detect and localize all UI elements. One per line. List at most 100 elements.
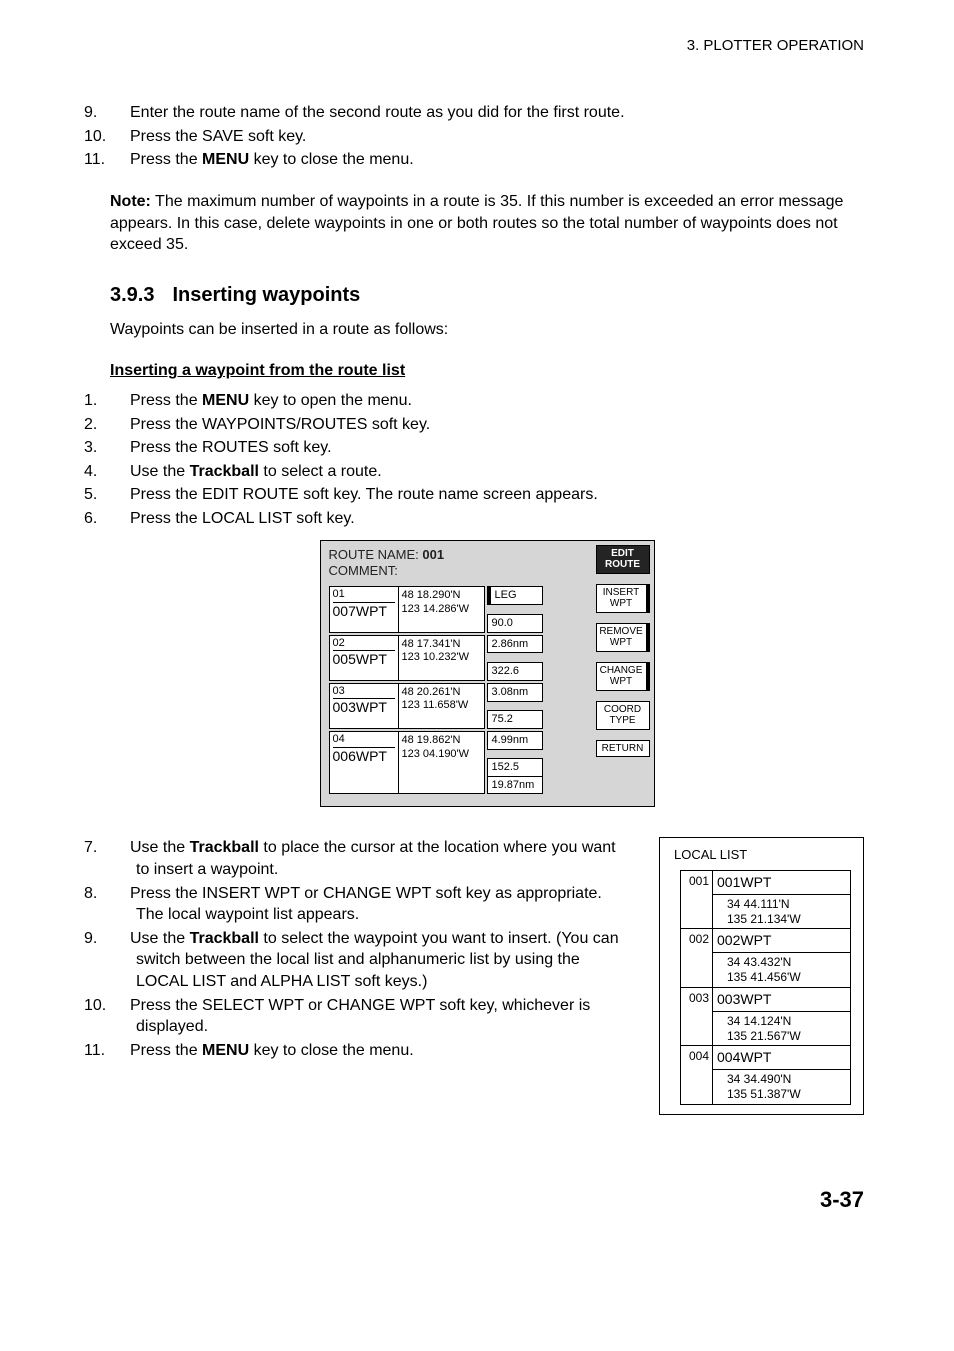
softkey-line1: CHANGE xyxy=(599,665,644,677)
list-item: 10. Press the SELECT WPT or CHANGE WPT s… xyxy=(110,995,631,1038)
route-wpt-box[interactable]: 03003WPT xyxy=(329,683,399,729)
section-title: Inserting waypoints xyxy=(172,284,360,306)
route-lon: 123 10.232'W xyxy=(402,651,481,665)
list-item-number: 9. xyxy=(110,102,130,124)
list-item-number: 5. xyxy=(110,484,130,506)
route-editor-main: ROUTE NAME: 001 COMMENT: 01007WPT48 18.2… xyxy=(321,541,592,807)
note-text: The maximum number of waypoints in a rou… xyxy=(110,193,843,253)
leg-bearing: 152.5 xyxy=(487,758,543,777)
route-name-label: ROUTE NAME: xyxy=(329,547,423,562)
local-list-index: 002 xyxy=(681,929,713,987)
local-list-name: 002WPT xyxy=(713,929,850,953)
list-item-bold: Trackball xyxy=(190,839,259,856)
local-list-panel: LOCAL LIST 001001WPT34 44.111'N135 21.13… xyxy=(659,837,864,1114)
softkey-button[interactable]: CHANGEWPT xyxy=(596,662,650,691)
softkey-line1: EDIT xyxy=(599,548,647,560)
route-lon: 123 14.286'W xyxy=(402,603,481,617)
intro-list: 9. Enter the route name of the second ro… xyxy=(110,102,864,171)
list-item-text: key to close the menu. xyxy=(249,1042,414,1059)
list-item-text: Press the WAYPOINTS/ROUTES soft key. xyxy=(130,416,430,433)
softkey-line2: WPT xyxy=(599,598,644,610)
softkey-button[interactable]: REMOVEWPT xyxy=(596,623,650,652)
softkey-button[interactable]: COORDTYPE xyxy=(596,701,650,730)
route-name-value: 001 xyxy=(422,547,444,562)
list-item-number: 1. xyxy=(110,390,130,412)
local-list-lon: 135 51.387'W xyxy=(727,1087,846,1102)
list-item-number: 3. xyxy=(110,437,130,459)
local-list-lon: 135 21.567'W xyxy=(727,1029,846,1044)
subheading-a: Inserting a waypoint from the route list xyxy=(110,360,864,382)
list-item: 4. Use the Trackball to select a route. xyxy=(110,461,864,483)
list-item-number: 11. xyxy=(110,149,130,171)
list-item: 5. Press the EDIT ROUTE soft key. The ro… xyxy=(110,484,864,506)
leg-bearing: 75.2 xyxy=(487,710,543,729)
route-leg-col: 2.86nm 322.6 xyxy=(487,635,543,681)
list-item-number: 10. xyxy=(110,995,130,1017)
route-wpt-seq: 04 xyxy=(333,733,395,748)
route-row: 04006WPT48 19.862'N123 04.190'W4.99nm152… xyxy=(329,731,584,795)
note-label: Note: xyxy=(110,193,151,210)
local-list-title: LOCAL LIST xyxy=(674,846,855,864)
leg-bearing: 322.6 xyxy=(487,662,543,681)
list-item: 8. Press the INSERT WPT or CHANGE WPT so… xyxy=(110,883,631,926)
local-list-body: 004WPT34 34.490'N135 51.387'W xyxy=(713,1046,850,1104)
route-wpt-name: 006WPT xyxy=(333,748,395,766)
list-item-bold: MENU xyxy=(202,392,249,409)
list-item-number: 10. xyxy=(110,126,130,148)
route-lat: 48 19.862'N xyxy=(402,734,481,748)
local-list-row[interactable]: 001001WPT34 44.111'N135 21.134'W xyxy=(680,870,851,930)
softkey-line2: WPT xyxy=(599,637,644,649)
route-wpt-seq: 01 xyxy=(333,588,395,603)
route-wpt-box[interactable]: 01007WPT xyxy=(329,586,399,632)
route-header: ROUTE NAME: 001 COMMENT: xyxy=(329,547,584,581)
leg-distance: 2.86nm xyxy=(487,635,543,654)
local-list-row[interactable]: 004004WPT34 34.490'N135 51.387'W xyxy=(680,1045,851,1105)
list-item-text: Enter the route name of the second route… xyxy=(130,104,625,121)
leg-distance: 3.08nm xyxy=(487,683,543,702)
route-wpt-box[interactable]: 04006WPT xyxy=(329,731,399,795)
route-wpt-name: 007WPT xyxy=(333,603,395,621)
route-wpt-name: 003WPT xyxy=(333,699,395,717)
local-list-lon: 135 21.134'W xyxy=(727,912,846,927)
softkey-line1: COORD xyxy=(599,704,647,716)
local-list-body: 003WPT 34 14.124'N135 21.567'W xyxy=(713,988,850,1046)
list-item-text: Press the SAVE soft key. xyxy=(130,128,306,145)
list-item: 10. Press the SAVE soft key. xyxy=(110,126,864,148)
route-editor-panel: ROUTE NAME: 001 COMMENT: 01007WPT48 18.2… xyxy=(320,540,655,808)
softkey-button[interactable]: EDITROUTE xyxy=(596,545,650,574)
section-heading: 3.9.3Inserting waypoints xyxy=(110,282,864,309)
list-item-text: key to open the menu. xyxy=(249,392,412,409)
softkey-button[interactable]: INSERTWPT xyxy=(596,584,650,613)
route-wpt-box[interactable]: 02005WPT xyxy=(329,635,399,681)
running-header: 3. PLOTTER OPERATION xyxy=(110,36,864,56)
list-item-text: Press the EDIT ROUTE soft key. The route… xyxy=(130,486,598,503)
list-item: 9. Use the Trackball to select the waypo… xyxy=(110,928,631,993)
list-item-text: Press the ROUTES soft key. xyxy=(130,439,332,456)
page-number: 3-37 xyxy=(110,1185,864,1215)
local-list-name: 003WPT xyxy=(713,988,850,1012)
local-list-lat: 34 14.124'N xyxy=(727,1014,846,1029)
local-list-body: 001WPT34 44.111'N135 21.134'W xyxy=(713,871,850,929)
softkey-column: EDITROUTEINSERTWPTREMOVEWPTCHANGEWPTCOOR… xyxy=(592,541,654,807)
leg-bearing: 90.0 xyxy=(487,614,543,633)
local-list-lat: 34 43.432'N xyxy=(727,955,846,970)
route-comment-label: COMMENT: xyxy=(329,563,398,578)
list-item-number: 8. xyxy=(110,883,130,905)
route-leg-col: LEG90.0 xyxy=(487,586,543,632)
local-list-row[interactable]: 003003WPT34 14.124'N135 21.567'W xyxy=(680,987,851,1047)
local-list-name: 004WPT xyxy=(713,1046,850,1070)
list-item-bold: MENU xyxy=(202,1042,249,1059)
local-list-row[interactable]: 002002WPT34 43.432'N135 41.456'W xyxy=(680,928,851,988)
route-wpt-seq: 02 xyxy=(333,637,395,652)
list-item-number: 9. xyxy=(110,928,130,950)
route-leg-col: 4.99nm152.519.87nm xyxy=(487,731,543,795)
route-lat: 48 18.290'N xyxy=(402,589,481,603)
route-lat: 48 20.261'N xyxy=(402,686,481,700)
softkey-button[interactable]: RETURN xyxy=(596,740,650,758)
list-item-text: Press the SELECT WPT or CHANGE WPT soft … xyxy=(130,997,590,1036)
softkey-line1: INSERT xyxy=(599,587,644,599)
local-list-coords: 34 44.111'N135 21.134'W xyxy=(713,895,850,929)
local-list-index: 004 xyxy=(681,1046,713,1104)
softkey-line1: RETURN xyxy=(599,743,647,755)
list-item-number: 11. xyxy=(110,1040,130,1062)
